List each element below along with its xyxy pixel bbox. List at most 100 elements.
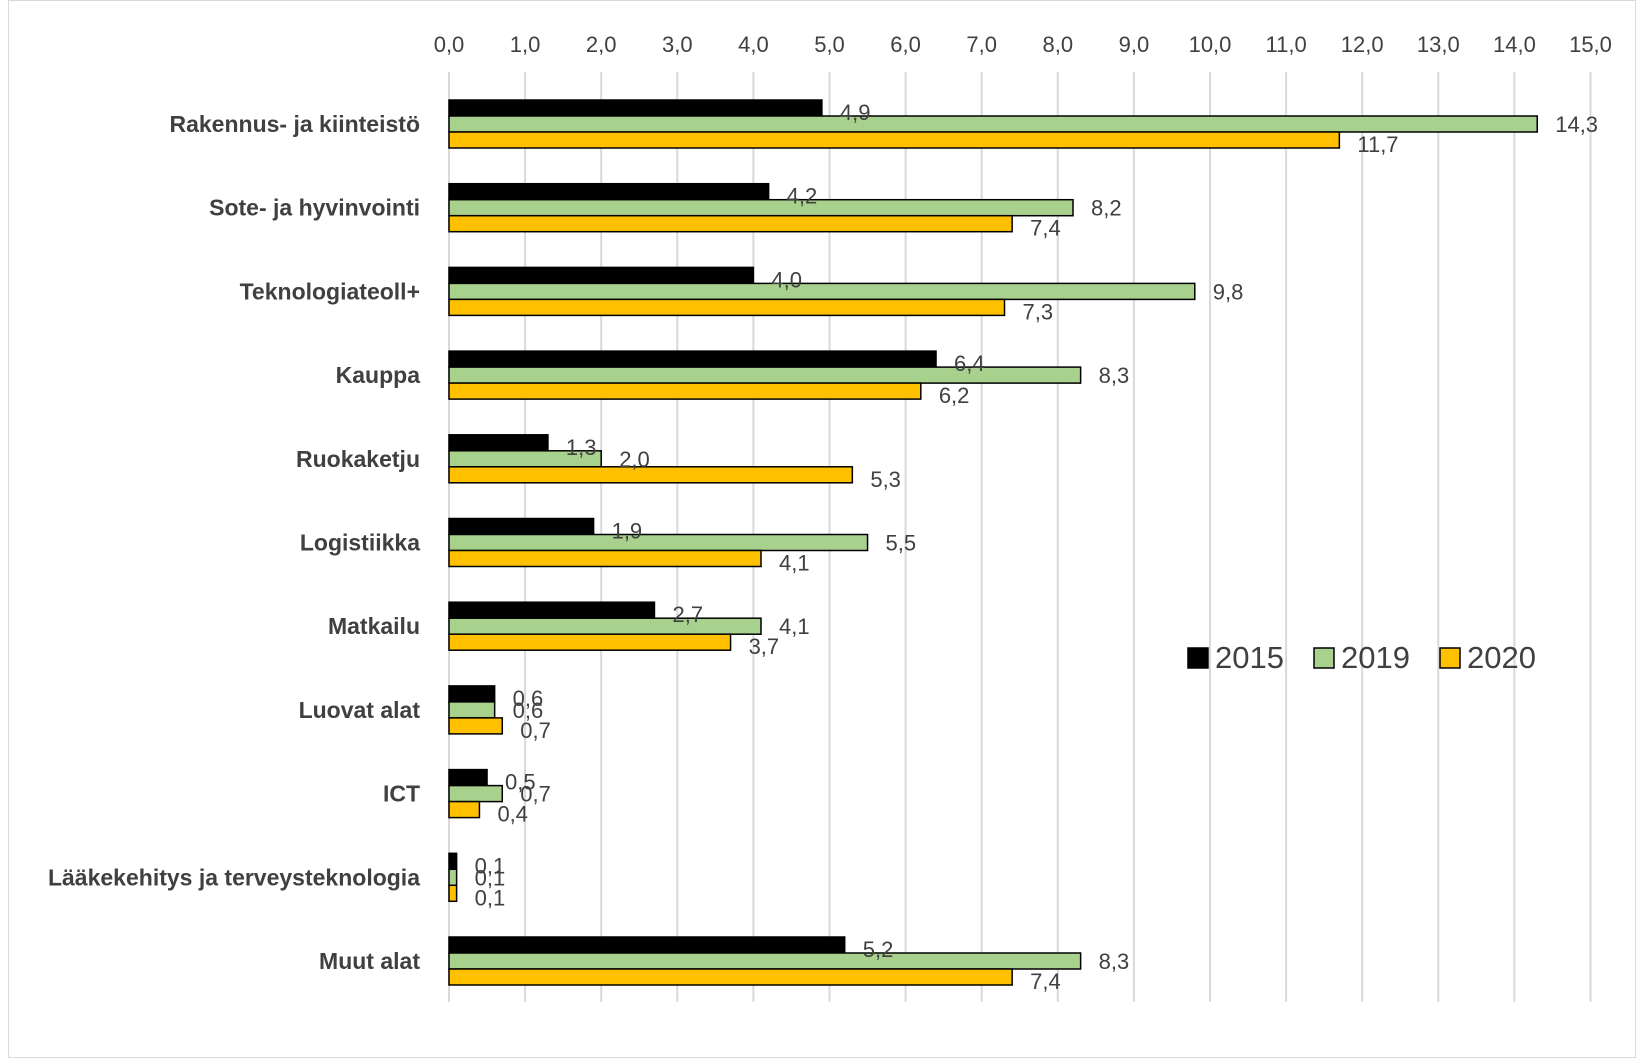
x-tick-label: 5,0 [814, 32, 845, 57]
data-label-2020: 11,7 [1357, 132, 1398, 157]
x-tick-label: 14,0 [1493, 32, 1536, 57]
bar-2019 [448, 868, 458, 887]
data-label-2020: 7,4 [1030, 969, 1061, 994]
legend-label-2020: 2020 [1467, 640, 1536, 675]
bar-2019 [448, 366, 1082, 384]
bar-2015 [448, 517, 595, 536]
bar-2019 [448, 198, 1074, 217]
bar-2019 [448, 282, 1196, 301]
category-label: Rakennus- ja kiinteistö [169, 111, 420, 137]
x-tick-label: 7,0 [966, 32, 997, 57]
x-tick-label: 4,0 [738, 32, 769, 57]
data-label-2015: 4,2 [787, 184, 818, 209]
data-label-2015: 1,3 [566, 435, 597, 460]
x-tick-label: 9,0 [1119, 32, 1150, 57]
x-tick-label: 3,0 [662, 32, 693, 57]
x-tick-label: 11,0 [1266, 32, 1307, 57]
bar-2020 [448, 131, 1341, 149]
category-label: Muut alat [319, 948, 420, 974]
x-tick-label: 2,0 [586, 32, 617, 57]
data-label-2019: 4,1 [779, 614, 810, 639]
x-tick-label: 8,0 [1043, 32, 1074, 57]
data-label-2015: 4,9 [840, 100, 871, 125]
data-labels: 4,9 4,2 4,0 6,4 1,3 1,9 2,7 0,6 0,5 0,1 5,2 14,3 8,2… [475, 100, 1598, 994]
data-label-2019: 5,5 [886, 531, 917, 556]
bar-2015 [448, 852, 458, 871]
legend-swatch-2015 [1187, 647, 1209, 669]
category-label: Teknologiateoll+ [240, 278, 420, 304]
x-axis-ticks: 0,0 1,0 2,0 3,0 4,0 5,0 6,0 7,0 8,0 9,0 10,0 11,0 12… [434, 32, 1612, 57]
bar-2020 [448, 214, 1013, 233]
data-label-2015: 1,9 [612, 519, 643, 544]
bar-2020 [448, 800, 481, 819]
data-label-2020: 0,1 [475, 885, 506, 910]
bar-2020 [448, 382, 922, 400]
category-label: Logistiikka [300, 530, 420, 556]
data-label-2019: 9,8 [1213, 279, 1244, 304]
bar-2020 [448, 633, 732, 651]
bar-2015 [448, 768, 488, 787]
bar-2015 [448, 182, 770, 201]
category-label: Luovat alat [299, 697, 421, 723]
data-label-2015: 2,7 [672, 602, 703, 627]
x-tick-label: 1,0 [510, 32, 541, 57]
category-label: ICT [383, 781, 420, 807]
category-label: Sote- ja hyvinvointi [209, 195, 420, 221]
data-label-2015: 0,5 [505, 770, 536, 795]
category-label: Matkailu [328, 613, 420, 639]
x-tick-label: 13,0 [1417, 32, 1460, 57]
data-label-2020: 7,4 [1030, 216, 1061, 241]
bar-2020 [448, 968, 1013, 986]
category-labels: Rakennus- ja kiinteistö Sote- ja hyvinvoi… [48, 111, 420, 974]
bar-2019 [448, 617, 762, 635]
data-label-2020: 7,3 [1023, 299, 1054, 324]
bar-2015 [448, 266, 755, 285]
bar-2020 [448, 884, 458, 903]
bar-2015 [448, 936, 846, 954]
data-label-2015: 6,4 [954, 351, 985, 376]
x-tick-label: 15,0 [1569, 32, 1612, 57]
data-label-2020: 0,4 [497, 802, 528, 827]
data-label-2015: 0,1 [475, 853, 506, 878]
category-label: Kauppa [336, 362, 421, 388]
data-label-2020: 4,1 [779, 551, 810, 576]
data-label-2020: 6,2 [939, 383, 970, 408]
legend-label-2019: 2019 [1341, 640, 1410, 675]
data-label-2015: 4,0 [771, 267, 802, 292]
bar-2020 [448, 717, 504, 735]
bar-2019 [448, 115, 1538, 133]
data-label-2019: 8,3 [1099, 363, 1130, 388]
bars [448, 99, 1538, 986]
bar-2019 [448, 701, 496, 719]
legend: 2015 2019 2020 [1187, 640, 1536, 675]
bar-2015 [448, 601, 656, 619]
data-label-2020: 3,7 [749, 634, 780, 659]
data-label-2019: 8,2 [1091, 196, 1122, 221]
bar-2020 [448, 466, 854, 484]
legend-label-2015: 2015 [1215, 640, 1284, 675]
bar-2020 [448, 549, 762, 568]
legend-swatch-2020 [1439, 647, 1461, 669]
data-label-2019: 0,7 [520, 782, 551, 807]
data-label-2015: 0,6 [513, 686, 544, 711]
x-tick-label: 0,0 [434, 32, 465, 57]
bar-2015 [448, 434, 549, 452]
bar-2019 [448, 533, 869, 552]
gridlines [448, 72, 1592, 1002]
bar-2020 [448, 298, 1006, 317]
category-label: Ruokaketju [296, 446, 420, 472]
chart-area [8, 0, 1636, 1058]
x-tick-label: 6,0 [890, 32, 921, 57]
category-label: Lääkekehitys ja terveysteknologia [48, 864, 420, 890]
legend-swatch-2019 [1313, 647, 1335, 669]
bar-2019 [448, 784, 504, 803]
data-label-2019: 0,6 [513, 698, 544, 723]
data-label-2019: 14,3 [1555, 112, 1598, 137]
x-tick-label: 12,0 [1341, 32, 1384, 57]
data-label-2019: 0,1 [475, 865, 506, 890]
bar-2015 [448, 350, 937, 368]
bar-2019 [448, 952, 1082, 970]
x-tick-label: 10,0 [1189, 32, 1232, 57]
bar-2015 [448, 99, 823, 117]
